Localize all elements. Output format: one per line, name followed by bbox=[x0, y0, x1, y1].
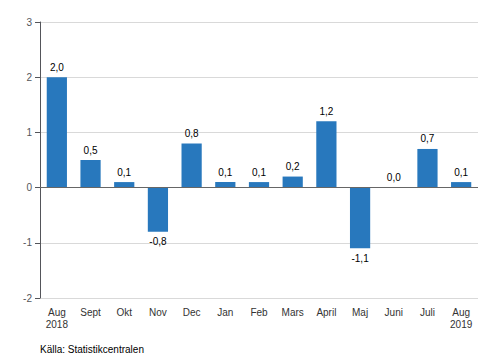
svg-text:0,1: 0,1 bbox=[218, 167, 232, 178]
svg-text:0,5: 0,5 bbox=[84, 145, 98, 156]
svg-text:Aug: Aug bbox=[452, 307, 470, 318]
svg-text:0,8: 0,8 bbox=[185, 128, 199, 139]
svg-text:2018: 2018 bbox=[46, 319, 69, 330]
svg-text:Nov: Nov bbox=[149, 307, 167, 318]
svg-text:Feb: Feb bbox=[250, 307, 268, 318]
svg-text:Maj: Maj bbox=[352, 307, 368, 318]
svg-text:0,0: 0,0 bbox=[387, 172, 401, 183]
svg-text:1,2: 1,2 bbox=[319, 106, 333, 117]
svg-text:Okt: Okt bbox=[116, 307, 132, 318]
svg-text:Dec: Dec bbox=[183, 307, 201, 318]
svg-text:0,1: 0,1 bbox=[252, 167, 266, 178]
svg-text:Mars: Mars bbox=[282, 307, 304, 318]
svg-text:-2: -2 bbox=[23, 293, 32, 304]
svg-text:3: 3 bbox=[26, 17, 32, 28]
svg-text:0,2: 0,2 bbox=[286, 161, 300, 172]
svg-text:2,0: 2,0 bbox=[50, 62, 64, 73]
svg-text:-1,1: -1,1 bbox=[351, 253, 369, 264]
svg-text:Jan: Jan bbox=[217, 307, 233, 318]
svg-text:0: 0 bbox=[26, 182, 32, 193]
svg-text:Aug: Aug bbox=[48, 307, 66, 318]
svg-text:2: 2 bbox=[26, 72, 32, 83]
svg-text:-0,8: -0,8 bbox=[149, 236, 167, 247]
svg-text:0,1: 0,1 bbox=[454, 167, 468, 178]
svg-text:0,7: 0,7 bbox=[421, 133, 435, 144]
svg-text:Källa: Statistikcentralen: Källa: Statistikcentralen bbox=[40, 344, 144, 355]
svg-text:Juli: Juli bbox=[420, 307, 435, 318]
svg-text:0,1: 0,1 bbox=[117, 167, 131, 178]
svg-text:April: April bbox=[316, 307, 336, 318]
svg-text:-1: -1 bbox=[23, 237, 32, 248]
svg-text:Juni: Juni bbox=[385, 307, 403, 318]
svg-text:2019: 2019 bbox=[450, 319, 473, 330]
svg-text:Sept: Sept bbox=[80, 307, 101, 318]
svg-text:1: 1 bbox=[26, 127, 32, 138]
